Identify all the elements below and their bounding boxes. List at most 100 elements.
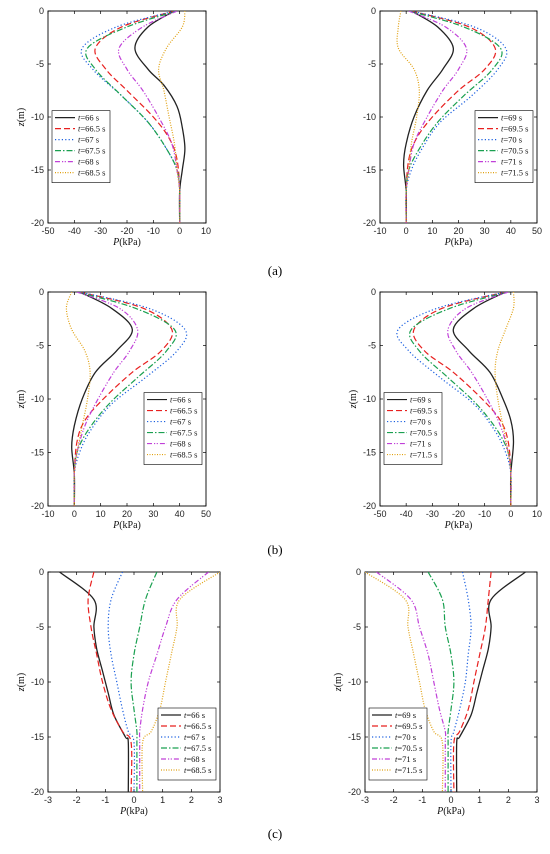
legend-entry: t=69 s (395, 710, 416, 720)
x-tick-label: 0 (508, 509, 513, 519)
legend-entry: t=66.5 s (170, 406, 197, 416)
y-tick-label: 0 (356, 567, 361, 577)
y-tick-label: -10 (31, 677, 44, 687)
series-line-5 (117, 11, 181, 223)
x-tick-label: -2 (390, 795, 398, 805)
legend-box (157, 707, 217, 781)
legend-entry: t=68 s (184, 754, 205, 764)
panel-label-a: (a) (268, 263, 282, 278)
series-line-2 (452, 572, 492, 792)
legend-entry: t=67.5 s (184, 743, 211, 753)
x-axis-label: P(kPa) (112, 520, 141, 531)
x-tick-label: 0 (448, 795, 453, 805)
y-tick-label: -20 (31, 218, 44, 228)
y-tick-label: -15 (31, 448, 44, 458)
legend-entry: t=69 s (410, 395, 431, 405)
x-tick-label: -30 (426, 509, 439, 519)
y-tick-label: -15 (31, 165, 44, 175)
y-tick-label: -20 (31, 787, 44, 797)
x-tick-label: -1 (418, 795, 426, 805)
y-tick-label: -10 (363, 112, 376, 122)
x-tick-label: -10 (478, 509, 491, 519)
chart-3: -10 0 10 20 30 40 50 0 -5 -10 -15 -20 P(kPa) z(m) t=66… (16, 287, 211, 531)
x-tick-label: -10 (147, 226, 160, 236)
y-tick-label: -15 (363, 165, 376, 175)
chart-1: -50 -40 -30 -20 -10 0 100-5-10-15-20P(kPa)z(m)… (16, 6, 211, 248)
chart-4: -50 -40 -30 -20 -10 0 100-5-10-15-20P(kPa)z(m)… (348, 287, 542, 531)
series-line-3 (396, 292, 512, 506)
x-tick-label: -50 (373, 509, 386, 519)
series-line-1 (452, 292, 515, 506)
series-line-4 (405, 11, 503, 223)
legend: t=66 st=66.5 st=67 st=67.5 st=68 st=68.5… (51, 110, 111, 183)
y-tick-label: 0 (39, 567, 44, 577)
legend-entry: t=70.5 s (395, 743, 422, 753)
series-line-4 (130, 572, 158, 792)
x-tick-label: 50 (532, 226, 542, 236)
x-tick-label: -30 (94, 226, 107, 236)
legend-entry: t=66.5 s (184, 721, 211, 731)
legend-entry: t=71 s (410, 439, 431, 449)
x-axis-label: P(kPa) (444, 520, 473, 531)
legend-entry: t=71 s (501, 157, 522, 167)
x-tick-label: -20 (120, 226, 133, 236)
x-tick-label: 3 (217, 795, 222, 805)
legend: t=69 st=69.5 st=70 st=70.5 st=71 st=71.5… (474, 110, 534, 183)
x-tick-label: 30 (148, 509, 158, 519)
series-line-2 (73, 292, 174, 506)
x-tick-label: -40 (68, 226, 81, 236)
x-tick-label: -1 (101, 795, 109, 805)
series-line-5 (447, 292, 512, 506)
series-line-5 (73, 292, 139, 506)
legend-entry: t=71.5 s (395, 765, 422, 775)
x-tick-label: 0 (131, 795, 136, 805)
legend-entry: t=71.5 s (410, 450, 437, 460)
legend: t=69 st=69.5 st=70 st=70.5 st=71 st=71.5… (368, 707, 428, 781)
series-line-5 (138, 572, 209, 792)
chart-2: -10 0 10 20 30 40 500-5-10-15-20P(kPa)t=69 st=… (363, 6, 542, 248)
x-tick-label: 40 (506, 226, 516, 236)
legend-entry: t=70.5 s (410, 428, 437, 438)
legend-entry: t=70.5 s (501, 146, 528, 156)
panel-label-b: (b) (267, 542, 282, 557)
y-tick-label: -5 (36, 622, 44, 632)
x-axis-label: P(kPa) (444, 237, 473, 248)
x-tick-label: 2 (506, 795, 511, 805)
series-line-1 (402, 11, 454, 223)
x-tick-label: -20 (452, 509, 465, 519)
x-tick-label: -10 (41, 509, 54, 519)
series-line-3 (107, 572, 136, 792)
y-tick-label: -20 (363, 501, 376, 511)
x-tick-label: 1 (160, 795, 165, 805)
y-tick-label: 0 (371, 6, 376, 16)
x-tick-label: 3 (534, 795, 539, 805)
legend-entry: t=70 s (410, 417, 431, 427)
legend-box (368, 707, 428, 781)
legend-entry: t=69.5 s (501, 124, 528, 134)
legend-entry: t=68.5 s (170, 450, 197, 460)
x-tick-label: 40 (175, 509, 185, 519)
series-line-6 (365, 572, 444, 792)
series-line-1 (59, 572, 130, 792)
y-tick-label: -10 (363, 394, 376, 404)
series-line-5 (376, 572, 447, 792)
y-tick-label: -5 (368, 59, 376, 69)
x-axis-label: P(kPa) (112, 237, 141, 248)
series-line-1 (455, 572, 526, 792)
legend-box (474, 110, 534, 183)
legend-box (143, 392, 203, 465)
y-axis-label: z(m) (16, 390, 27, 409)
y-tick-label: -10 (31, 394, 44, 404)
series-line-2 (87, 572, 133, 792)
legend-entry: t=66.5 s (78, 124, 105, 134)
legend-entry: t=66 s (170, 395, 191, 405)
x-tick-label: 10 (96, 509, 106, 519)
series-line-2 (405, 11, 497, 223)
x-tick-label: -50 (41, 226, 54, 236)
chart-6: -3 -2 -1 0 1 2 30-5-10-15-20P(kPa)z(m)t=69 st=… (333, 567, 540, 817)
legend: t=66 st=66.5 st=67 st=67.5 st=68 st=68.5… (143, 392, 203, 465)
legend-entry: t=67 s (184, 732, 205, 742)
y-tick-label: 0 (39, 287, 44, 297)
y-tick-label: -5 (36, 341, 44, 351)
